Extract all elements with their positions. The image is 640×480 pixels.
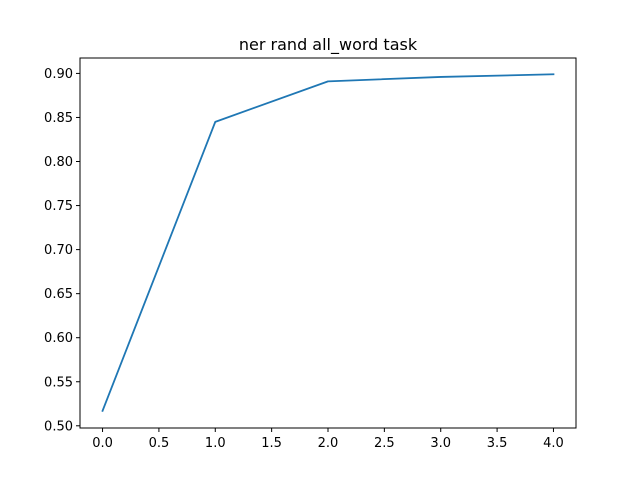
y-tick-label: 0.90 xyxy=(44,67,73,82)
plot-area-frame xyxy=(79,57,577,429)
y-tick-label: 0.55 xyxy=(44,375,73,390)
y-tick-label: 0.70 xyxy=(44,243,73,258)
x-tick-label: 3.0 xyxy=(430,436,451,451)
x-tick-label: 4.0 xyxy=(543,436,564,451)
x-tick-label: 1.5 xyxy=(261,436,282,451)
chart-title: ner rand all_word task xyxy=(239,35,418,55)
y-tick-label: 0.75 xyxy=(44,199,73,214)
y-tick-label: 0.80 xyxy=(44,155,73,170)
x-tick-label: 0.0 xyxy=(92,436,113,451)
x-tick-label: 0.5 xyxy=(149,436,170,451)
x-tick-label: 3.5 xyxy=(487,436,508,451)
series-line-0 xyxy=(101,73,555,412)
y-tick-label: 0.50 xyxy=(44,419,73,434)
x-tick-label: 2.0 xyxy=(318,436,339,451)
y-tick-label: 0.85 xyxy=(44,111,73,126)
x-tick-label: 2.5 xyxy=(374,436,395,451)
series-layer xyxy=(101,73,555,412)
x-tick-label: 1.0 xyxy=(205,436,226,451)
y-tick-label: 0.65 xyxy=(44,287,73,302)
y-tick-label: 0.60 xyxy=(44,331,73,346)
axes-ticks: 0.0 0.5 1.0 1.5 2.0 2.5 3.0 3.5 4.0 0.50 0.55 0.60 0… xyxy=(44,67,564,451)
